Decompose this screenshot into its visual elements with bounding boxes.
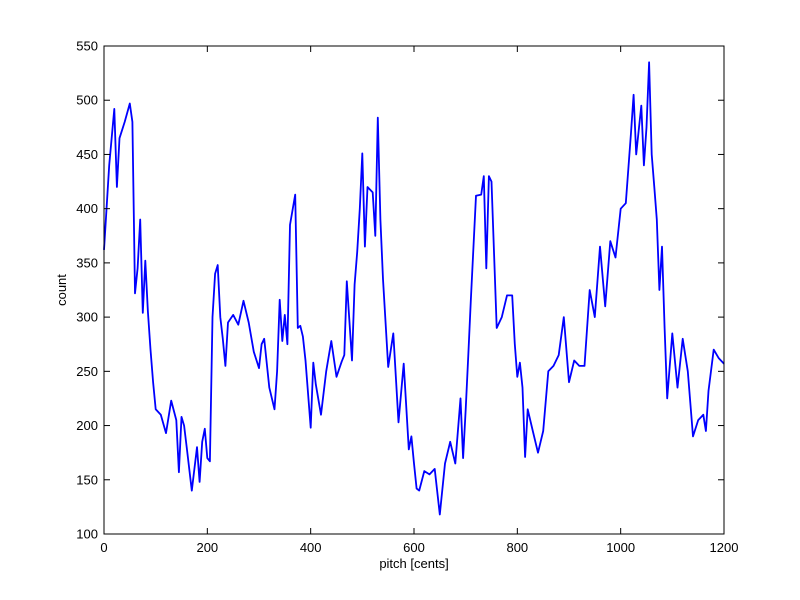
y-tick-label: 450 <box>76 147 98 162</box>
y-axis-ticks: 100 150 200 250 300 350 400 450 500 550 <box>76 39 724 542</box>
x-tick-label: 0 <box>100 540 107 555</box>
x-axis-label: pitch [cents] <box>379 556 448 571</box>
y-tick-label: 500 <box>76 93 98 108</box>
y-tick-label: 400 <box>76 201 98 216</box>
x-axis-ticks: 0 200 400 600 800 1000 1200 <box>100 46 738 555</box>
x-tick-label: 1000 <box>606 540 635 555</box>
y-tick-label: 100 <box>76 527 98 542</box>
y-tick-label: 350 <box>76 255 98 270</box>
x-tick-label: 200 <box>196 540 218 555</box>
y-tick-label: 300 <box>76 310 98 325</box>
x-tick-label: 800 <box>506 540 528 555</box>
y-tick-label: 150 <box>76 472 98 487</box>
y-tick-label: 550 <box>76 39 98 54</box>
x-tick-label: 600 <box>403 540 425 555</box>
x-tick-label: 400 <box>300 540 322 555</box>
y-tick-label: 250 <box>76 364 98 379</box>
plot-area <box>103 61 725 516</box>
series-line <box>103 61 725 516</box>
y-tick-label: 200 <box>76 418 98 433</box>
x-tick-label: 1200 <box>710 540 739 555</box>
y-axis-label: count <box>54 274 69 306</box>
